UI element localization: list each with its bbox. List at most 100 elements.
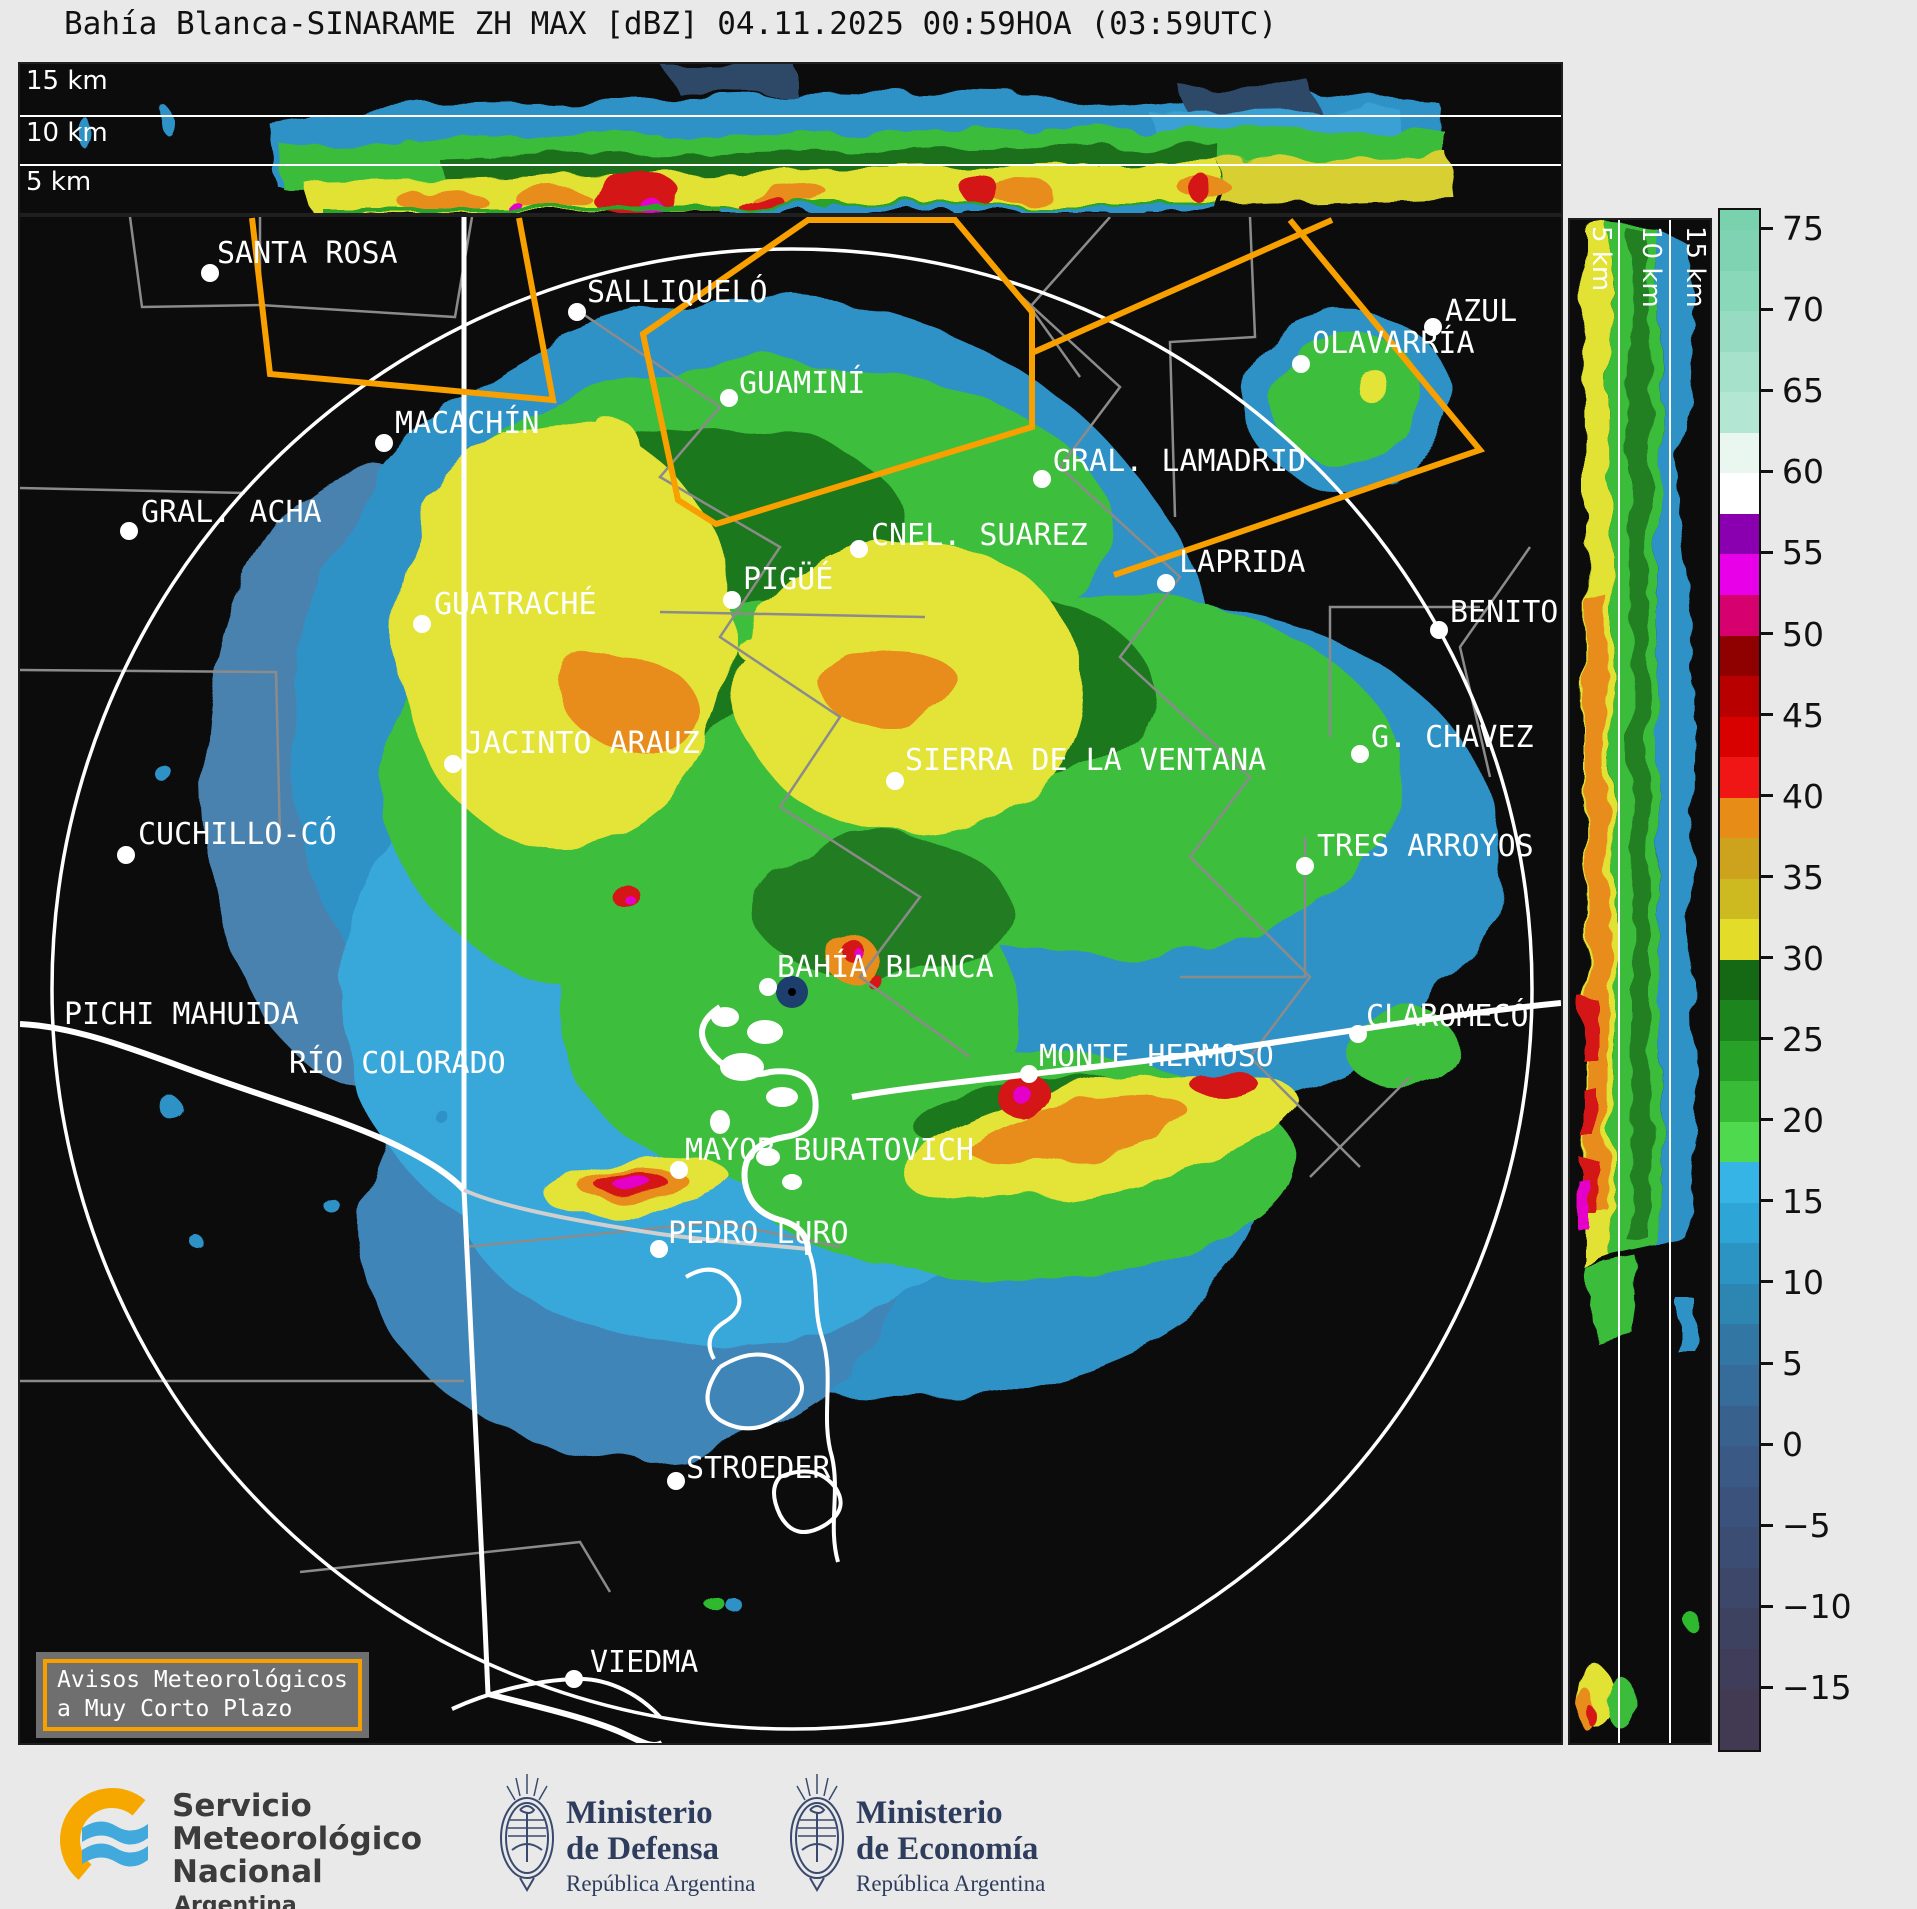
colorbar-tick-label: 20 <box>1782 1100 1824 1140</box>
colorbar-segment <box>1720 595 1759 637</box>
city-label: BAHÍA BLANCA <box>777 950 994 985</box>
colorbar-tick-label: 30 <box>1782 938 1824 978</box>
colorbar-tick-label: 0 <box>1782 1425 1803 1465</box>
colorbar-tick-label: 75 <box>1782 209 1824 249</box>
colorbar-tick-label: −15 <box>1782 1668 1852 1708</box>
colorbar-segment <box>1720 1243 1759 1285</box>
city-label: CUCHILLO-CÓ <box>138 817 337 852</box>
city-dot <box>650 1240 668 1258</box>
colorbar-tick-label: 65 <box>1782 371 1824 411</box>
colorbar-tick-label: 25 <box>1782 1019 1824 1059</box>
colorbar-segment <box>1720 513 1759 555</box>
main-map-panel: SANTA ROSA SALLIQUELÓ GUAMINÍ MACACHÍN OLAVA… <box>18 215 1563 1745</box>
smn-line1: Servicio <box>172 1788 312 1824</box>
city-dot <box>759 978 777 996</box>
city-dot <box>117 846 135 864</box>
province-and-coast-lines <box>20 217 1561 1743</box>
top-panel-10km-label: 10 km <box>26 118 108 148</box>
colorbar-tick <box>1759 226 1773 230</box>
city-dot <box>1157 574 1175 592</box>
city-label: GRAL. ACHA <box>141 495 322 530</box>
city-dot <box>1351 745 1369 763</box>
colorbar-tick <box>1759 550 1773 554</box>
colorbar-tick-label: 50 <box>1782 614 1824 654</box>
colorbar-tick <box>1759 632 1773 636</box>
colorbar-segment <box>1720 1486 1759 1528</box>
colorbar-segment <box>1720 311 1759 353</box>
colorbar-segment <box>1720 959 1759 1001</box>
colorbar-segment <box>1720 270 1759 312</box>
economia-line3: República Argentina <box>856 1871 1046 1896</box>
defensa-line2: de Defensa <box>566 1831 720 1867</box>
city-dot <box>413 615 431 633</box>
warning-box: Avisos Meteorológicos a Muy Corto Plazo <box>36 1652 369 1738</box>
colorbar-segment <box>1720 230 1759 272</box>
city-label: TRES ARROYOS <box>1317 829 1534 864</box>
city-dot <box>120 522 138 540</box>
colorbar-tick-label: 10 <box>1782 1262 1824 1302</box>
city-dot <box>1033 470 1051 488</box>
colorbar-tick <box>1759 469 1773 473</box>
colorbar-segment <box>1720 1162 1759 1204</box>
colorbar-segment <box>1720 1567 1759 1609</box>
colorbar-tick-label: 55 <box>1782 533 1824 573</box>
right-cross-section-panel: 5 km 10 km 15 km <box>1568 218 1712 1745</box>
defensa-coat-of-arms-icon <box>500 1774 554 1892</box>
colorbar-tick <box>1759 1199 1773 1203</box>
colorbar-segment <box>1720 432 1759 474</box>
top-panel-15km-label: 15 km <box>26 66 108 96</box>
radar-map-plot <box>20 217 1561 1743</box>
smn-logo-icon <box>60 1788 148 1880</box>
city-dot <box>565 1670 583 1688</box>
top-cross-section-plot <box>20 64 1561 213</box>
colorbar-segment <box>1720 878 1759 920</box>
colorbar-segment <box>1720 1527 1759 1569</box>
colorbar-tick <box>1759 307 1773 311</box>
colorbar-segment <box>1720 392 1759 434</box>
colorbar-segment <box>1720 1202 1759 1244</box>
right-panel-5km-label: 5 km <box>1586 226 1616 292</box>
colorbar-tick <box>1759 1523 1773 1527</box>
city-dot <box>1020 1065 1038 1083</box>
colorbar-tick-label: 5 <box>1782 1344 1803 1383</box>
top-panel-echoes <box>75 64 1455 213</box>
colorbar-segment <box>1720 1648 1759 1690</box>
colorbar-segment <box>1720 757 1759 799</box>
city-label: MONTE HERMOSO <box>1039 1039 1274 1074</box>
economia-coat-of-arms-icon <box>790 1774 844 1892</box>
colorbar-tick <box>1759 1118 1773 1122</box>
city-label: SALLIQUELÓ <box>587 275 768 310</box>
city-label: GUAMINÍ <box>739 366 866 401</box>
city-dot <box>720 389 738 407</box>
colorbar-tick <box>1759 1280 1773 1284</box>
city-dot <box>1424 318 1442 336</box>
colorbar-segment <box>1720 1446 1759 1488</box>
colorbar-tick-label: 60 <box>1782 452 1824 492</box>
city-label: MACACHÍN <box>395 406 540 441</box>
colorbar-segment <box>1720 919 1759 961</box>
warning-box-border: Avisos Meteorológicos a Muy Corto Plazo <box>43 1659 362 1731</box>
dbz-colorbar <box>1718 208 1761 1752</box>
city-label: SANTA ROSA <box>217 236 398 271</box>
economia-line2: de Economía <box>856 1831 1039 1867</box>
colorbar-tick <box>1759 1361 1773 1365</box>
colorbar-segment <box>1720 1121 1759 1163</box>
map-echoes <box>153 297 1500 1612</box>
city-dot <box>444 755 462 773</box>
city-dot <box>886 772 904 790</box>
city-dot <box>375 434 393 452</box>
colorbar-segment <box>1720 554 1759 596</box>
economia-line1: Ministerio <box>856 1795 1003 1831</box>
colorbar-segment <box>1720 1365 1759 1407</box>
smn-line3: Nacional <box>172 1854 323 1890</box>
colorbar-tick-label: 35 <box>1782 857 1824 897</box>
city-label: PEDRO LURO <box>668 1216 849 1251</box>
smn-line2: Meteorológico <box>172 1821 423 1857</box>
colorbar-segment <box>1720 1081 1759 1123</box>
estuary-islands <box>710 1007 802 1190</box>
colorbar-tick <box>1759 1442 1773 1446</box>
smn-logo-text: Servicio Meteorológico Nacional <box>172 1790 422 1889</box>
city-label: JACINTO ARAUZ <box>465 726 700 761</box>
colorbar-segment <box>1720 1324 1759 1366</box>
right-panel-echoes <box>1577 226 1699 1728</box>
